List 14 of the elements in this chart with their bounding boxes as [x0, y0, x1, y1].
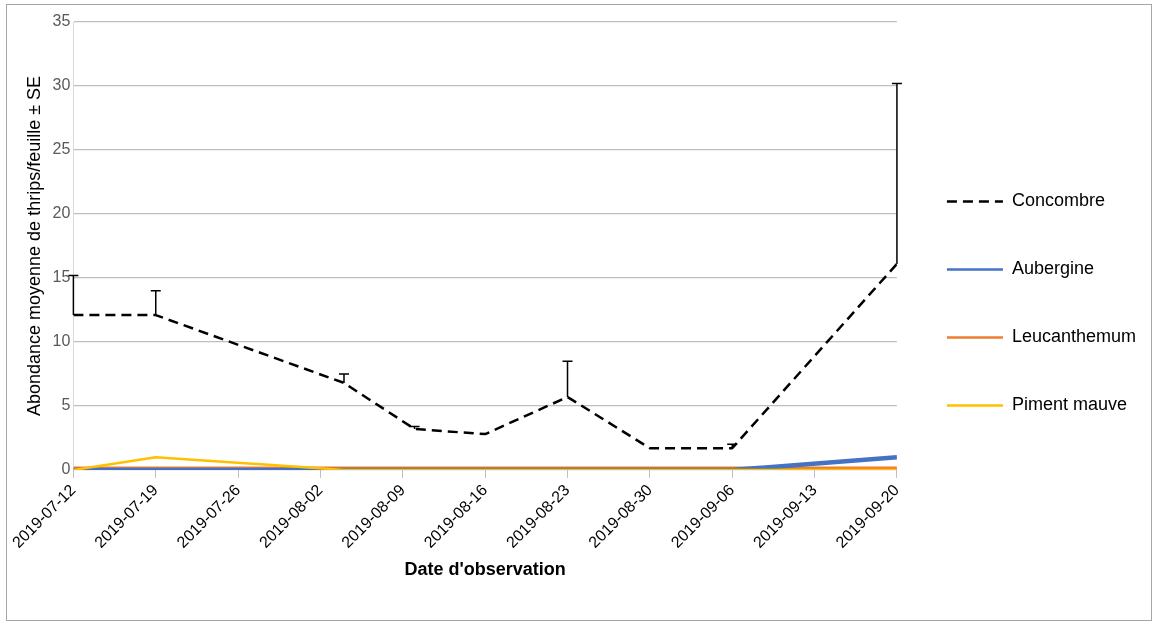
legend-label: Concombre: [1011, 190, 1105, 211]
y-axis-title: Abondance moyenne de thrips/feuille ± SE: [23, 75, 44, 417]
y-tick-label: 5: [61, 396, 71, 414]
legend-label: Piment mauve: [1011, 394, 1127, 415]
legend-label: Aubergine: [1011, 258, 1094, 279]
x-axis-title: Date d'observation: [404, 559, 566, 580]
y-tick-label: 25: [52, 140, 71, 158]
y-tick-label: 20: [52, 204, 71, 222]
y-tick-label: 35: [52, 12, 71, 30]
y-tick-label: 15: [52, 268, 71, 286]
y-tick-label: 30: [52, 76, 71, 94]
y-tick-label: 0: [61, 460, 71, 478]
y-tick-label: 10: [52, 332, 71, 350]
legend-label: Leucanthemum: [1011, 326, 1136, 347]
